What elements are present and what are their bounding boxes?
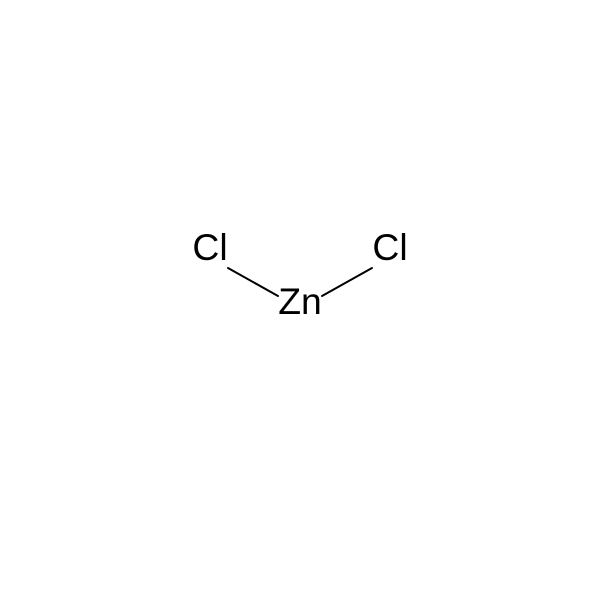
bond (322, 268, 372, 296)
atom-label-zn: Zn (278, 280, 322, 322)
bond (228, 268, 278, 296)
molecule-diagram: Cl Zn Cl (0, 0, 600, 600)
atoms-layer: Cl Zn Cl (192, 226, 407, 322)
atom-label-cl_right: Cl (372, 226, 407, 268)
atom-label-cl_left: Cl (192, 226, 227, 268)
